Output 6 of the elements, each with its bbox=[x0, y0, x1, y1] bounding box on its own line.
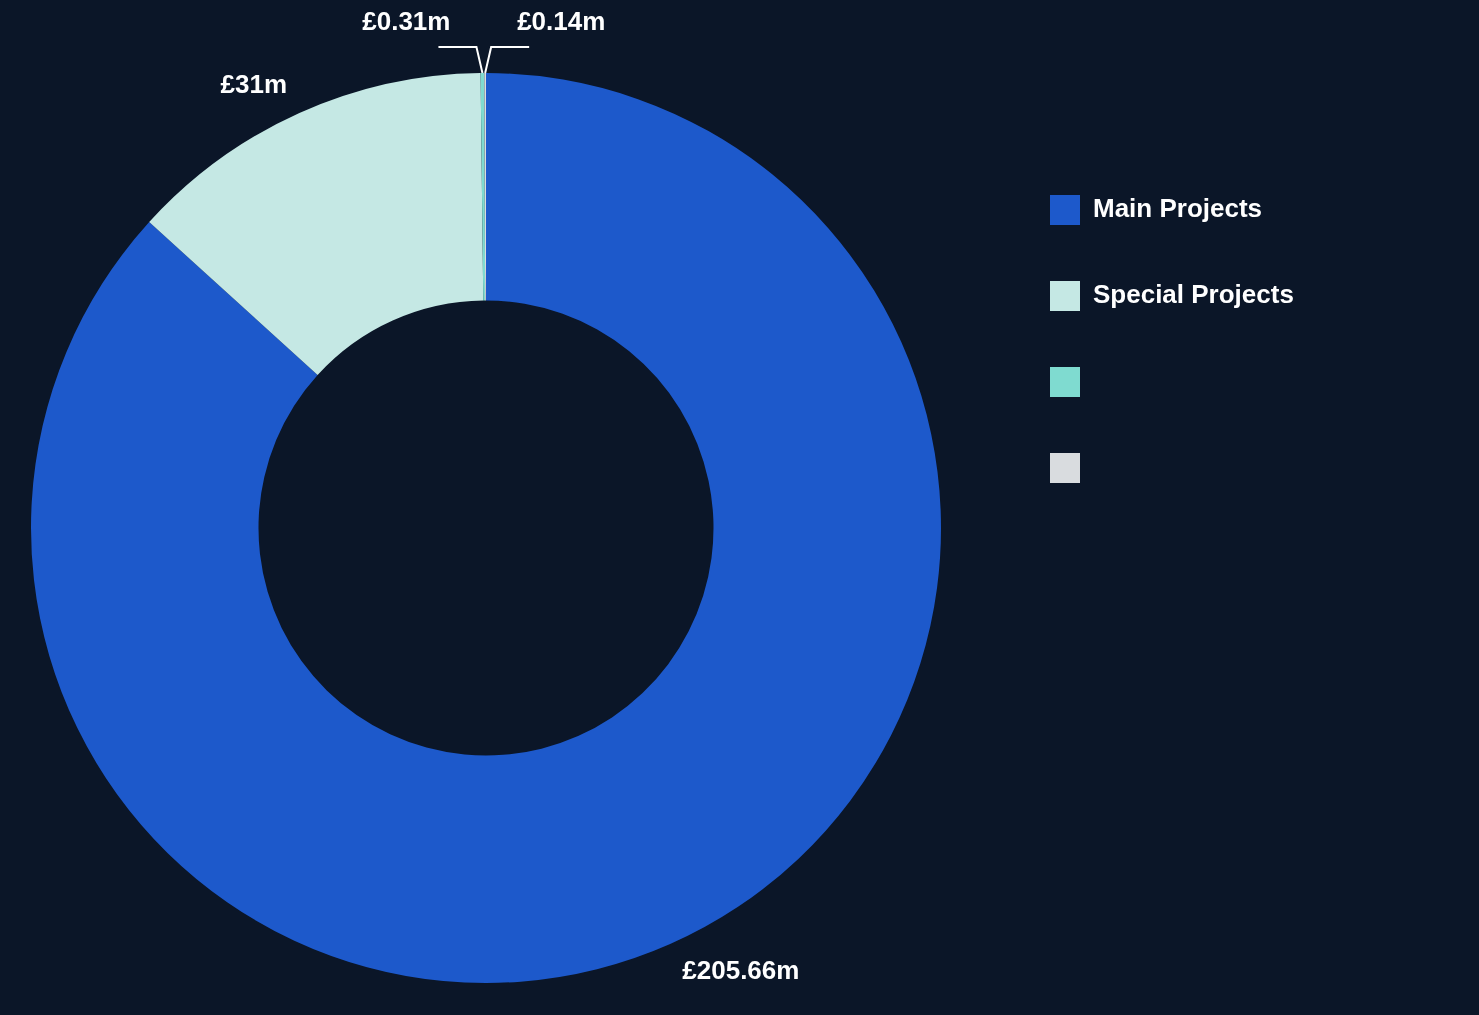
legend-label: Special Projects bbox=[1093, 279, 1294, 310]
data-label: £0.14m bbox=[517, 6, 606, 37]
data-label: £31m bbox=[220, 68, 288, 99]
data-label: £0.31m bbox=[362, 6, 451, 37]
legend-label: Main Projects bbox=[1093, 193, 1263, 224]
data-label: £205.66m bbox=[682, 954, 800, 985]
